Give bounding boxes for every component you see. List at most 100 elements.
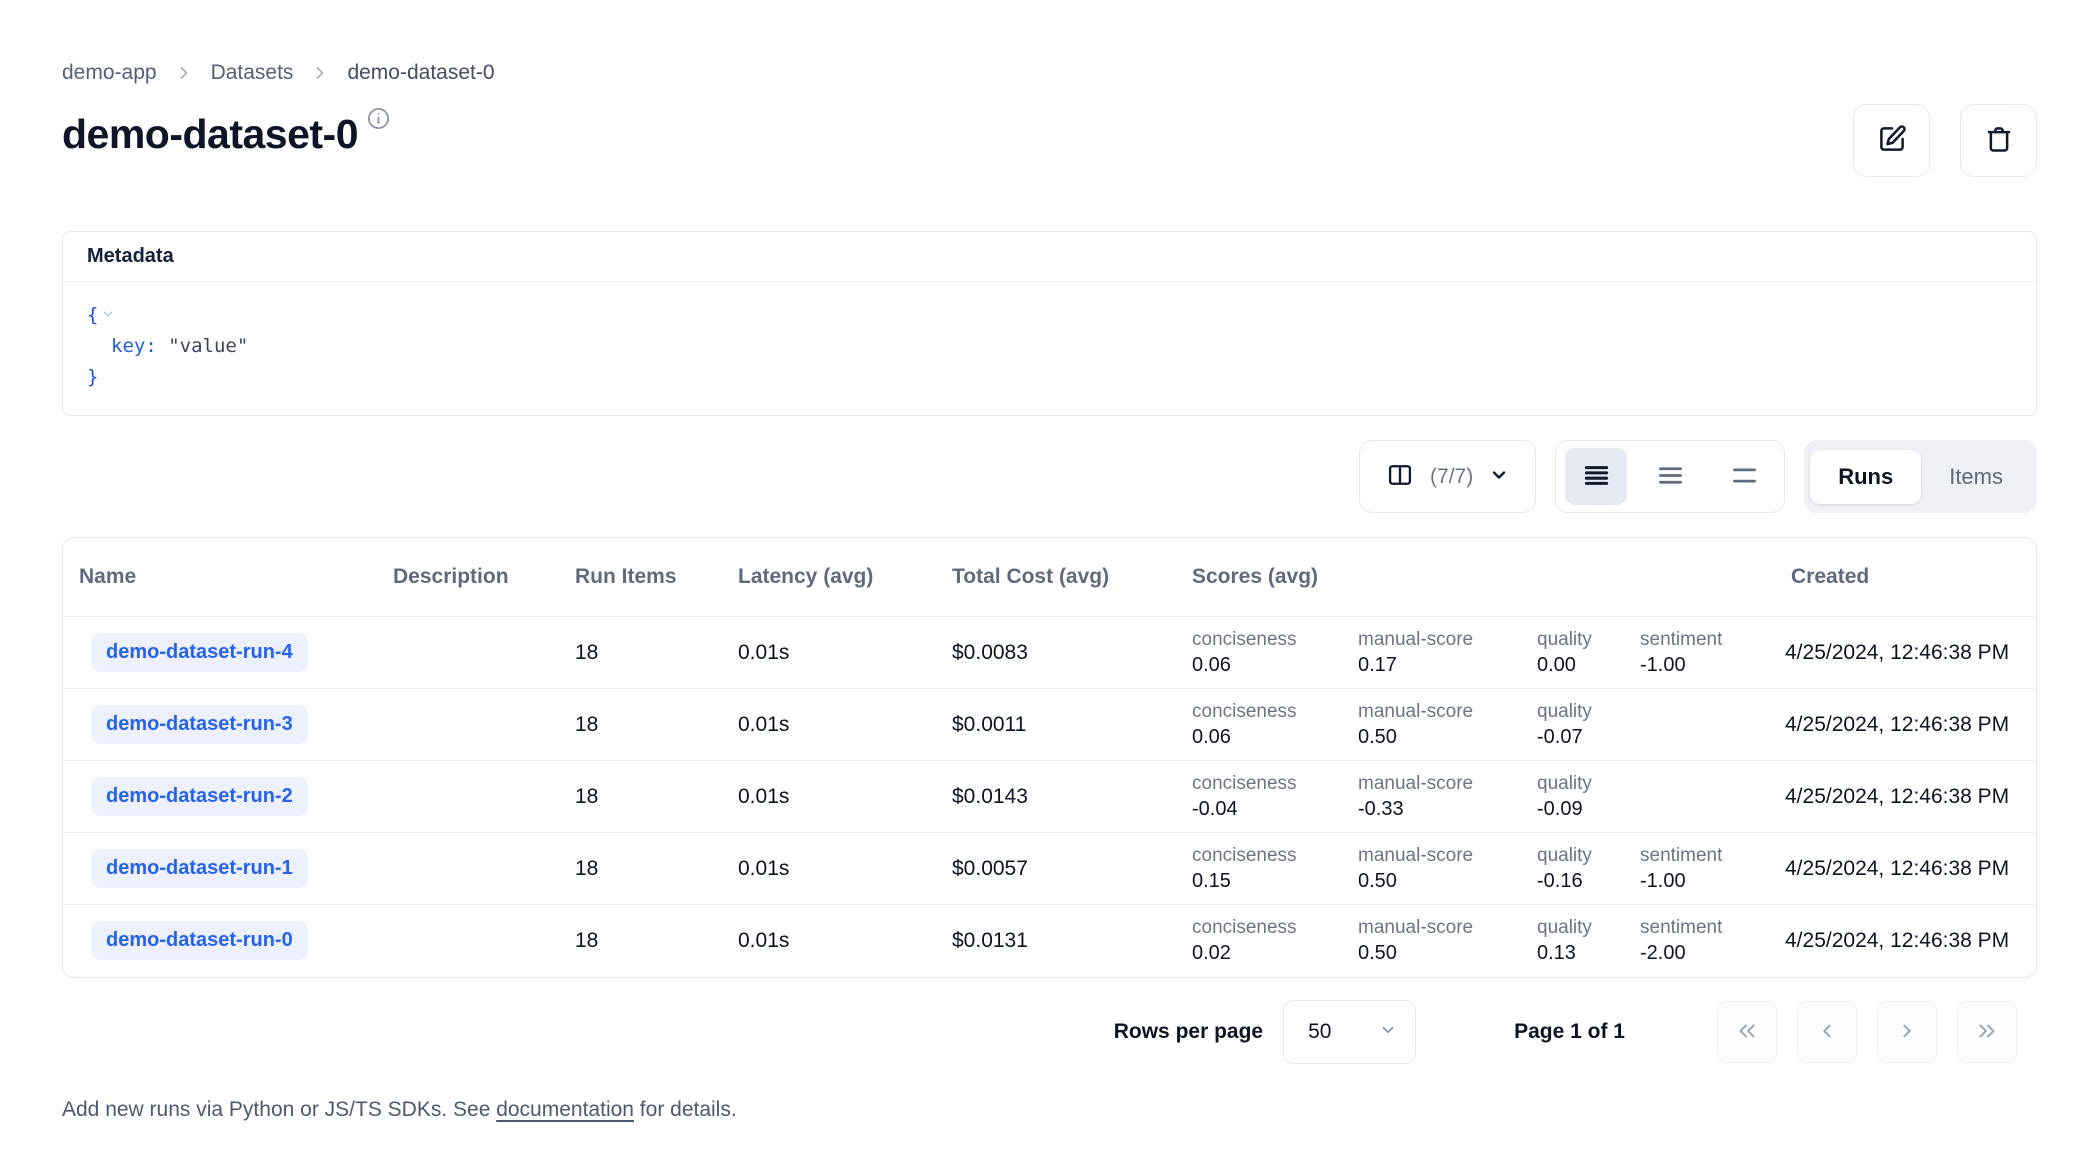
score-entry: quality 0.00 — [1537, 628, 1640, 677]
score-value: -0.07 — [1537, 726, 1583, 748]
score-value: 0.13 — [1537, 942, 1576, 964]
run-items-cell: 18 — [575, 712, 599, 736]
score-label: manual-score — [1358, 917, 1474, 938]
page-title: demo-dataset-0 — [62, 111, 359, 157]
rows-per-page-value: 50 — [1308, 1020, 1332, 1043]
column-header-total-cost: Total Cost (avg) — [952, 565, 1110, 588]
tab-runs[interactable]: Runs — [1810, 449, 1922, 504]
run-items-cell: 18 — [575, 928, 599, 952]
chevron-left-icon — [1814, 1018, 1840, 1047]
scores-cell: conciseness 0.15 manual-score 0.50 quality -0… — [1176, 844, 1775, 893]
score-label: quality — [1537, 917, 1592, 938]
created-cell: 4/25/2024, 12:46:38 PM — [1785, 856, 2010, 880]
table-header-row: Name Description Run Items Latency (avg)… — [63, 538, 2036, 616]
score-entry: manual-score 0.17 — [1358, 628, 1537, 677]
trash-icon — [1984, 124, 2014, 157]
chevron-right-icon — [310, 63, 330, 83]
created-cell: 4/25/2024, 12:46:38 PM — [1785, 928, 2010, 952]
run-name-cell: demo-dataset-run-4 — [63, 633, 377, 672]
score-label: manual-score — [1358, 773, 1474, 794]
run-name-link[interactable]: demo-dataset-run-3 — [91, 705, 308, 744]
latency-cell: 0.01s — [738, 856, 790, 880]
run-items-cell: 18 — [575, 784, 599, 808]
title-row: demo-dataset-0 — [62, 104, 2037, 181]
table-row[interactable]: demo-dataset-run-3 18 0.01s $0.0011 concisen… — [63, 688, 2036, 760]
run-name-link[interactable]: demo-dataset-run-1 — [91, 849, 308, 888]
table-row[interactable]: demo-dataset-run-0 18 0.01s $0.0131 concisen… — [63, 904, 2036, 976]
latency-cell: 0.01s — [738, 712, 790, 736]
run-name-cell: demo-dataset-run-0 — [63, 921, 377, 960]
table-row[interactable]: demo-dataset-run-2 18 0.01s $0.0143 concisen… — [63, 760, 2036, 832]
score-entry: conciseness 0.02 — [1192, 916, 1358, 965]
score-label: sentiment — [1640, 845, 1723, 866]
score-value: 0.50 — [1358, 942, 1397, 964]
score-label: manual-score — [1358, 845, 1474, 866]
latency-cell: 0.01s — [738, 928, 790, 952]
score-entry: sentiment -2.00 — [1640, 916, 1775, 965]
run-name-link[interactable]: demo-dataset-run-4 — [91, 633, 308, 672]
chevron-down-icon[interactable] — [101, 304, 115, 326]
score-entry: conciseness 0.15 — [1192, 844, 1358, 893]
first-page-button[interactable] — [1717, 1001, 1777, 1063]
score-value: -0.04 — [1192, 798, 1238, 820]
next-page-button[interactable] — [1877, 1001, 1937, 1063]
breadcrumb-project[interactable]: demo-app — [62, 61, 157, 84]
chevrons-right-icon — [1974, 1018, 2000, 1047]
breadcrumb-datasets[interactable]: Datasets — [210, 61, 294, 84]
chevron-down-icon — [1379, 1021, 1397, 1044]
run-name-cell: demo-dataset-run-3 — [63, 705, 377, 744]
scores-cell: conciseness -0.04 manual-score -0.33 quality… — [1176, 772, 1775, 821]
chevrons-left-icon — [1734, 1018, 1760, 1047]
row-height-medium-button[interactable] — [1639, 448, 1701, 505]
json-line-key-value: key: "value" — [111, 335, 249, 357]
metadata-panel-title: Metadata — [63, 232, 2036, 282]
run-name-link[interactable]: demo-dataset-run-2 — [91, 777, 308, 816]
tab-items[interactable]: Items — [1949, 463, 2003, 489]
info-icon[interactable] — [366, 106, 391, 136]
previous-page-button[interactable] — [1797, 1001, 1857, 1063]
table-row[interactable]: demo-dataset-run-1 18 0.01s $0.0057 concisen… — [63, 832, 2036, 904]
column-header-name: Name — [79, 565, 137, 588]
total-cost-cell: $0.0057 — [952, 856, 1028, 880]
sdk-footnote: Add new runs via Python or JS/TS SDKs. S… — [62, 1098, 737, 1121]
pagination-bar: Rows per page 50 Page 1 of 1 — [62, 1000, 2037, 1064]
breadcrumb-current[interactable]: demo-dataset-0 — [347, 61, 495, 84]
score-entry: conciseness 0.06 — [1192, 628, 1358, 677]
score-value: -0.33 — [1358, 798, 1404, 820]
created-cell: 4/25/2024, 12:46:38 PM — [1785, 640, 2010, 664]
scores-cell: conciseness 0.06 manual-score 0.17 quality 0.… — [1176, 628, 1775, 677]
score-entry: sentiment -1.00 — [1640, 628, 1775, 677]
chevron-right-icon — [174, 63, 194, 83]
last-page-button[interactable] — [1957, 1001, 2017, 1063]
total-cost-cell: $0.0011 — [952, 712, 1027, 736]
rows-medium-icon — [1657, 462, 1684, 492]
column-visibility-button[interactable]: (7/7) — [1359, 440, 1537, 513]
documentation-link[interactable]: documentation — [496, 1098, 634, 1121]
score-value: 0.17 — [1358, 654, 1397, 676]
run-name-link[interactable]: demo-dataset-run-0 — [91, 921, 308, 960]
score-value: 0.50 — [1358, 870, 1397, 892]
scores-cell: conciseness 0.02 manual-score 0.50 quality 0.… — [1176, 916, 1775, 965]
json-line-open[interactable]: { — [87, 300, 2012, 331]
score-value: 0.00 — [1537, 654, 1576, 676]
column-header-scores: Scores (avg) — [1192, 565, 1319, 588]
score-entry: conciseness -0.04 — [1192, 772, 1358, 821]
column-count-label: (7/7) — [1430, 464, 1474, 488]
row-height-small-button[interactable] — [1565, 448, 1628, 505]
score-label: quality — [1537, 773, 1592, 794]
latency-cell: 0.01s — [738, 784, 790, 808]
edit-dataset-button[interactable] — [1853, 104, 1930, 177]
score-label: conciseness — [1192, 629, 1297, 650]
score-entry: quality -0.07 — [1537, 700, 1640, 749]
score-entry: conciseness 0.06 — [1192, 700, 1358, 749]
rows-per-page-select[interactable]: 50 — [1283, 1000, 1417, 1064]
row-height-large-button[interactable] — [1713, 448, 1775, 505]
total-cost-cell: $0.0131 — [952, 928, 1028, 952]
table-row[interactable]: demo-dataset-run-4 18 0.01s $0.0083 concisen… — [63, 616, 2036, 688]
column-header-created: Created — [1791, 565, 1870, 588]
delete-dataset-button[interactable] — [1960, 104, 2037, 177]
rows-per-page-label: Rows per page — [1113, 1020, 1264, 1043]
column-header-description: Description — [393, 565, 509, 588]
row-height-toggle-group — [1555, 440, 1786, 513]
